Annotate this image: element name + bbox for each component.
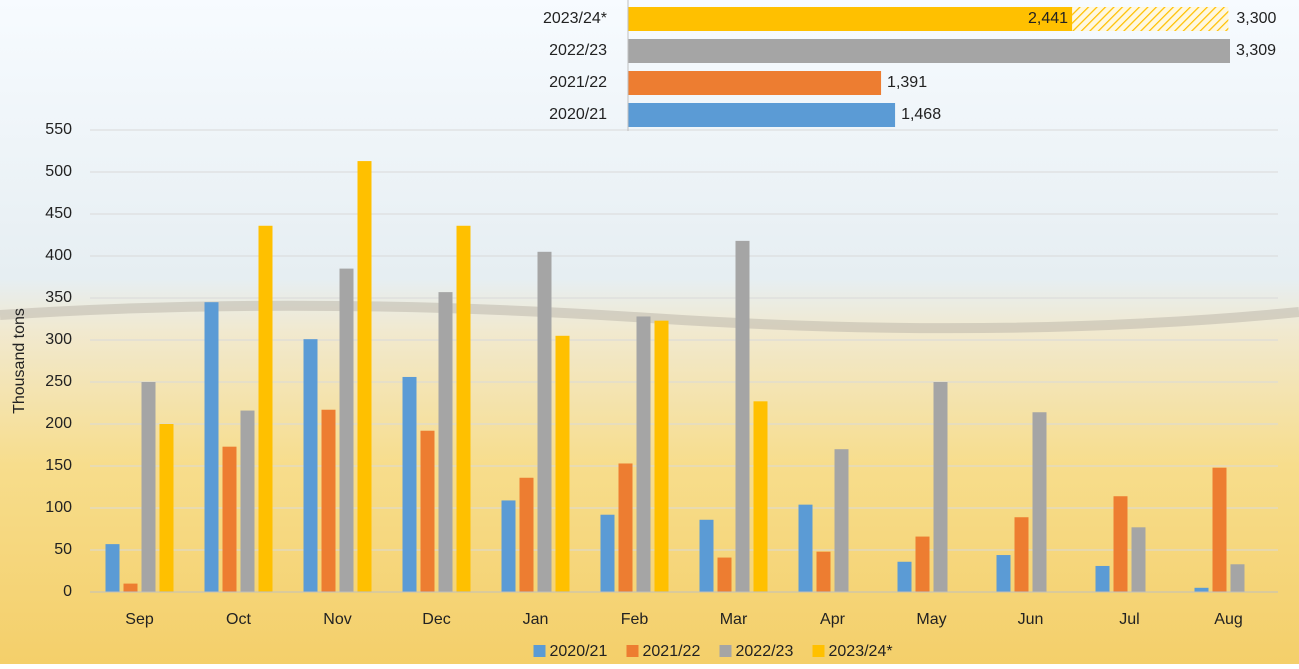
x-tick-label: Apr <box>820 611 846 628</box>
bar <box>600 514 615 592</box>
y-tick-label: 550 <box>45 121 72 138</box>
bar <box>159 424 174 592</box>
bar <box>303 339 318 592</box>
bar <box>456 225 471 592</box>
bar <box>654 320 669 592</box>
bar <box>402 376 417 592</box>
bar <box>501 500 516 592</box>
x-tick-label: Feb <box>621 611 649 628</box>
bar <box>699 519 714 592</box>
value-label: 2,441 <box>1028 10 1068 27</box>
bar <box>240 410 255 592</box>
y-tick-label: 450 <box>45 205 72 222</box>
bar <box>1113 496 1128 592</box>
bar <box>141 382 156 592</box>
value-label: 3,309 <box>1236 42 1276 59</box>
bar <box>420 430 435 592</box>
bar <box>339 268 354 592</box>
bar <box>357 161 372 592</box>
bar <box>555 335 570 592</box>
bar <box>798 504 813 592</box>
bar <box>1032 412 1047 592</box>
bar <box>519 477 534 592</box>
y-tick-label: 350 <box>45 289 72 306</box>
x-tick-label: Jun <box>1018 611 1044 628</box>
bar <box>636 316 651 592</box>
bar <box>1131 527 1146 592</box>
legend-swatch <box>719 645 732 657</box>
bar <box>628 7 1073 31</box>
y-axis-label: Thousand tons <box>11 308 28 414</box>
projected-bar <box>1072 7 1229 31</box>
x-tick-label: Sep <box>125 611 154 628</box>
bar <box>1194 587 1209 592</box>
bar <box>438 292 453 592</box>
category-label: 2021/22 <box>549 74 607 91</box>
bar <box>628 103 896 127</box>
bar <box>834 449 849 592</box>
x-tick-label: May <box>916 611 946 628</box>
bar <box>816 551 831 592</box>
bar <box>537 251 552 593</box>
y-tick-label: 100 <box>45 499 72 516</box>
bar <box>753 401 768 592</box>
bar <box>258 225 273 592</box>
bar <box>1212 467 1227 592</box>
bar <box>618 463 633 592</box>
bar <box>123 583 138 592</box>
legend-label: 2022/23 <box>736 643 794 660</box>
x-tick-label: Oct <box>226 611 251 628</box>
legend-swatch <box>626 645 639 657</box>
x-tick-label: Aug <box>1214 611 1242 628</box>
y-tick-label: 500 <box>45 163 72 180</box>
bar <box>933 382 948 592</box>
bar <box>321 409 336 592</box>
bar <box>1014 517 1029 592</box>
legend-swatch <box>812 645 825 657</box>
y-tick-label: 250 <box>45 373 72 390</box>
x-tick-label: Dec <box>422 611 450 628</box>
y-tick-label: 0 <box>63 583 72 600</box>
bar <box>222 446 237 592</box>
bar <box>628 39 1230 63</box>
legend-swatch <box>533 645 546 657</box>
bar <box>1095 565 1110 592</box>
bar <box>1230 564 1245 592</box>
bar <box>105 544 120 592</box>
y-tick-label: 400 <box>45 247 72 264</box>
bar <box>996 555 1011 592</box>
bar <box>204 302 219 592</box>
bar <box>897 561 912 592</box>
legend-label: 2020/21 <box>550 643 608 660</box>
x-tick-label: Mar <box>720 611 748 628</box>
x-tick-label: Nov <box>323 611 351 628</box>
value-label: 1,391 <box>887 74 927 91</box>
y-tick-label: 300 <box>45 331 72 348</box>
projected-label: 3,300 <box>1236 10 1276 27</box>
bar <box>717 557 732 592</box>
bar <box>735 240 750 592</box>
category-label: 2022/23 <box>549 42 607 59</box>
value-label: 1,468 <box>901 106 941 123</box>
y-tick-label: 150 <box>45 457 72 474</box>
x-tick-label: Jan <box>523 611 549 628</box>
y-tick-label: 200 <box>45 415 72 432</box>
x-tick-label: Jul <box>1119 611 1139 628</box>
category-label: 2023/24* <box>543 10 607 27</box>
y-tick-label: 50 <box>54 541 72 558</box>
bar <box>915 536 930 592</box>
legend-label: 2023/24* <box>829 643 893 660</box>
category-label: 2020/21 <box>549 106 607 123</box>
legend-label: 2021/22 <box>643 643 701 660</box>
bar <box>628 71 882 95</box>
